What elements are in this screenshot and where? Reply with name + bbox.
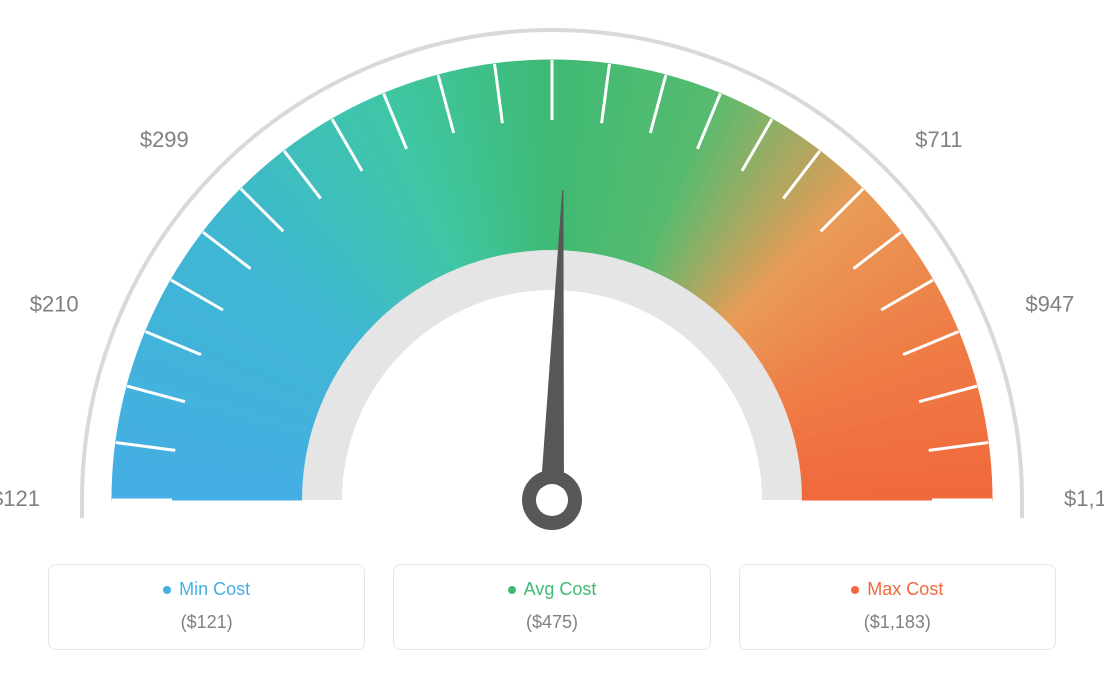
legend-title-min: Min Cost	[59, 579, 354, 600]
legend-card-max: Max Cost ($1,183)	[739, 564, 1056, 650]
legend-label: Max Cost	[867, 579, 943, 600]
gauge-scale-label: $121	[0, 486, 40, 511]
legend-value: ($475)	[404, 612, 699, 633]
gauge-scale-label: $475	[528, 0, 577, 3]
legend-title-max: Max Cost	[750, 579, 1045, 600]
legend-card-min: Min Cost ($121)	[48, 564, 365, 650]
gauge-chart: $121 $210 $299 $475 $711 $947 $1,183	[0, 0, 1104, 560]
legend-card-avg: Avg Cost ($475)	[393, 564, 710, 650]
legend-label: Min Cost	[179, 579, 250, 600]
dot-icon	[163, 586, 171, 594]
legend-value: ($1,183)	[750, 612, 1045, 633]
gauge-svg: $121 $210 $299 $475 $711 $947 $1,183	[0, 0, 1104, 560]
dot-icon	[851, 586, 859, 594]
dot-icon	[508, 586, 516, 594]
cost-gauge-widget: $121 $210 $299 $475 $711 $947 $1,183 Min Cost …	[0, 0, 1104, 690]
gauge-scale-label: $947	[1025, 292, 1074, 317]
legend-label: Avg Cost	[524, 579, 597, 600]
legend-row: Min Cost ($121) Avg Cost ($475) Max Cost…	[48, 564, 1056, 650]
gauge-scale-label: $299	[140, 127, 189, 152]
legend-title-avg: Avg Cost	[404, 579, 699, 600]
gauge-scale-label: $711	[915, 127, 962, 152]
gauge-scale-label: $210	[30, 292, 79, 317]
gauge-scale-label: $1,183	[1064, 486, 1104, 511]
legend-value: ($121)	[59, 612, 354, 633]
